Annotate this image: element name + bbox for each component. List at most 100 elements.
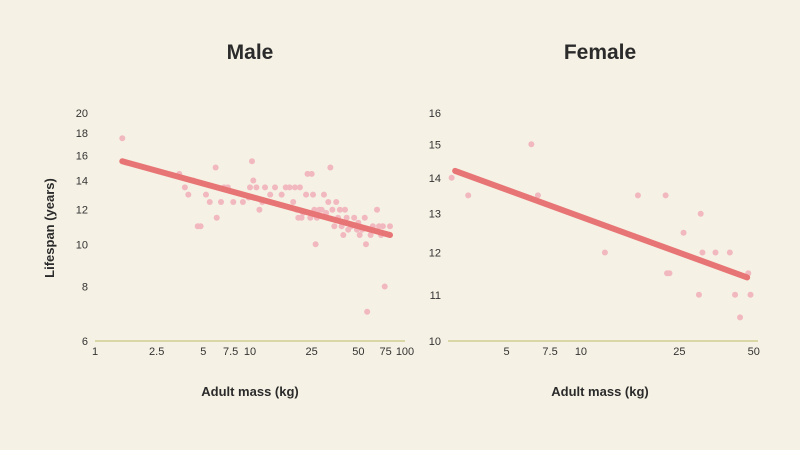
male-data-point: [320, 191, 327, 198]
male-y-tick-label: 16: [76, 150, 88, 162]
female-y-tick-label: 12: [429, 248, 441, 260]
female-data-point: [680, 229, 687, 236]
female-data-point: [666, 270, 673, 277]
female-data-point: [712, 249, 719, 256]
male-x-tick-label: 25: [306, 346, 318, 358]
female-data-point: [726, 249, 733, 256]
male-data-point: [256, 206, 263, 213]
male-data-point: [379, 223, 386, 230]
male-data-point: [253, 184, 260, 191]
female-y-tick-label: 13: [429, 209, 441, 221]
male-data-point: [206, 199, 213, 206]
male-data-point: [329, 206, 336, 213]
male-panel: Male Adult mass (kg) Lifespan (years) 6 8…: [42, 41, 414, 399]
female-data-point: [465, 192, 472, 199]
female-data-point: [528, 141, 535, 148]
male-data-point: [312, 241, 319, 248]
male-data-point: [343, 214, 350, 221]
male-y-tick-label: 18: [76, 128, 88, 140]
male-data-point: [367, 232, 374, 239]
male-data-point: [291, 184, 298, 191]
male-data-point: [197, 223, 204, 230]
male-data-point: [351, 214, 358, 221]
female-points: [448, 141, 754, 321]
male-data-point: [185, 191, 192, 198]
male-data-point: [331, 223, 338, 230]
male-data-point: [296, 184, 303, 191]
female-data-point: [699, 249, 706, 256]
female-title: Female: [564, 41, 636, 64]
female-x-tick-label: 5: [503, 346, 509, 358]
male-data-point: [278, 191, 285, 198]
male-data-point: [267, 191, 274, 198]
female-x-axis-label: Adult mass (kg): [551, 384, 649, 399]
male-data-point: [272, 184, 279, 191]
male-data-point: [303, 191, 310, 198]
female-data-point: [448, 174, 455, 181]
female-y-tick-label: 10: [429, 336, 441, 348]
male-data-point: [333, 199, 340, 206]
male-data-point: [239, 199, 246, 206]
female-ticks: 10 11 12 13 14 15 16 5 7.5 10 25 50: [429, 108, 760, 358]
female-data-point: [634, 192, 641, 199]
male-trend-line: [119, 158, 393, 239]
female-data-point: [697, 210, 704, 217]
male-data-point: [218, 199, 225, 206]
male-x-tick-label: 100: [396, 346, 414, 358]
male-x-tick-label: 75: [380, 346, 392, 358]
male-data-point: [386, 223, 393, 230]
male-y-tick-label: 12: [76, 205, 88, 217]
male-ticks: 6 8 10 12 14 16 18 20 1 2.5 5 7.5 10 25 50 75 100: [76, 108, 414, 358]
female-x-tick-label: 7.5: [542, 346, 557, 358]
male-data-point: [336, 206, 343, 213]
male-data-point: [262, 184, 269, 191]
male-data-point: [325, 199, 332, 206]
male-data-point: [374, 206, 381, 213]
male-x-tick-label: 50: [352, 346, 364, 358]
male-x-tick-label: 5: [200, 346, 206, 358]
male-data-point: [308, 170, 315, 177]
male-y-tick-label: 8: [82, 282, 88, 294]
male-y-tick-label: 20: [76, 108, 88, 120]
male-data-point: [298, 214, 305, 221]
male-data-point: [202, 191, 209, 198]
male-data-point: [304, 170, 311, 177]
male-data-point: [212, 164, 219, 171]
male-x-tick-label: 10: [244, 346, 256, 358]
female-data-point: [662, 192, 669, 199]
male-data-point: [340, 232, 347, 239]
female-data-point: [695, 291, 702, 298]
male-trend: [119, 158, 393, 239]
male-data-point: [250, 177, 257, 184]
female-data-point: [601, 249, 608, 256]
female-y-tick-label: 15: [429, 139, 441, 151]
male-data-point: [290, 199, 297, 206]
male-y-tick-label: 14: [76, 176, 88, 188]
female-x-tick-label: 50: [748, 346, 760, 358]
female-trend: [452, 167, 751, 281]
male-data-point: [247, 184, 253, 191]
male-y-tick-label: 10: [76, 239, 88, 251]
male-data-point: [181, 184, 188, 191]
male-data-point: [230, 199, 237, 206]
male-data-point: [286, 184, 293, 191]
male-data-point: [119, 135, 126, 142]
male-y-tick-label: 6: [82, 336, 88, 348]
male-data-point: [356, 232, 363, 239]
male-data-point: [362, 241, 369, 248]
male-y-axis-label: Lifespan (years): [42, 178, 57, 278]
male-x-axis-label: Adult mass (kg): [201, 384, 299, 399]
male-x-tick-label: 1: [92, 346, 98, 358]
female-data-point: [732, 291, 739, 298]
female-y-tick-label: 14: [429, 173, 441, 185]
male-data-point: [310, 191, 317, 198]
male-data-point: [361, 214, 368, 221]
female-data-point: [534, 192, 541, 199]
female-x-tick-label: 10: [575, 346, 587, 358]
male-data-point: [213, 214, 220, 221]
female-y-tick-label: 11: [430, 290, 441, 302]
male-data-point: [381, 283, 388, 290]
female-data-point: [737, 314, 744, 321]
